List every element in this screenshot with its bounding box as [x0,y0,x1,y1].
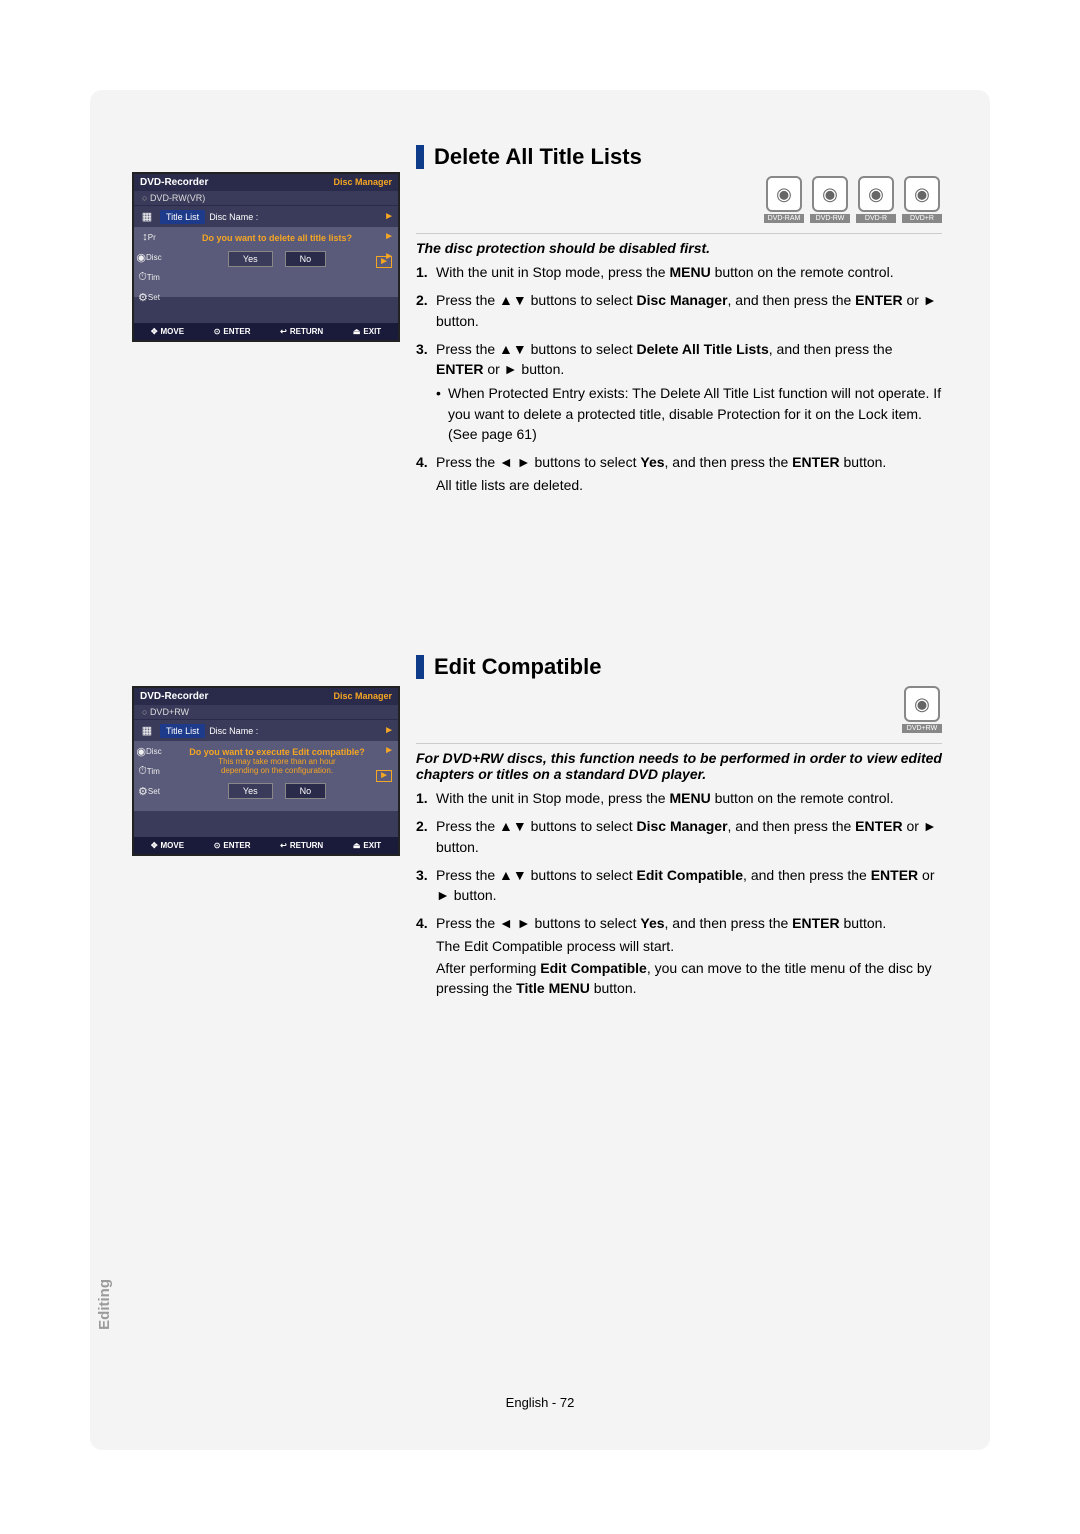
osd-yes-button[interactable]: Yes [228,783,273,799]
disc-icon: DVD-RW [810,176,850,223]
osd-screenshot-2: DVD-Recorder Disc Manager DVD+RW ▦ Title… [132,686,400,856]
footer-enter: ENTER [214,327,251,336]
divider [416,743,942,744]
osd-mode: DVD+RW [134,705,398,719]
osd-panel: DVD-Recorder Disc Manager DVD+RW ▦ Title… [132,686,400,856]
heading-text: Edit Compatible [434,654,601,680]
gear-icon: ⚙Set [136,781,162,801]
footer-move: MOVE [151,841,184,850]
disc-icon: ◉Disc [136,247,162,267]
osd-blank-area [134,811,398,837]
gear-icon: ⚙Set [136,287,162,307]
intro-note: For DVD+RW discs, this function needs to… [416,750,942,782]
heading-accent-bar [416,145,424,169]
steps-list: With the unit in Stop mode, press the ME… [416,788,942,999]
osd-footer: MOVE ENTER RETURN EXIT [134,837,398,854]
step-3-bullet: When Protected Entry exists: The Delete … [436,383,942,444]
osd-dialog-text-3: depending on the configuration. [164,766,390,775]
page-footer: English - 72 [90,1395,990,1410]
chevron-right-icon: ► [384,725,394,736]
osd-side-icons: ↕Pr ◉Disc ⏱Tim ⚙Set [136,227,162,307]
osd-mode: DVD-RW(VR) [134,191,398,205]
osd-header: DVD-Recorder Disc Manager [134,688,398,705]
step-4-result1: The Edit Compatible process will start. [436,936,942,956]
footer-move: MOVE [151,327,184,336]
step-4-result: All title lists are deleted. [436,475,942,495]
osd-title-left: DVD-Recorder [140,177,208,188]
osd-dialog-text-2: This may take more than an hour [164,757,390,766]
osd-dialog: ◉Disc ⏱Tim ⚙Set ► ► Do you want to execu… [134,741,398,811]
step-3: Press the ▲▼ buttons to select Delete Al… [416,339,942,444]
chapter-tab: Editing [96,1279,113,1330]
footer-exit: EXIT [353,841,381,850]
step-2: Press the ▲▼ buttons to select Disc Mana… [416,290,942,331]
osd-title-right: Disc Manager [333,691,392,702]
osd-header: DVD-Recorder Disc Manager [134,174,398,191]
disc-icon: DVD-RAM [764,176,804,223]
osd-button-row: Yes No [164,251,390,267]
heading-text: Delete All Title Lists [434,144,642,170]
footer-return: RETURN [280,327,323,336]
clock-icon: ⏱Tim [136,267,162,287]
osd-screenshot-1: DVD-Recorder Disc Manager DVD-RW(VR) ▦ T… [132,172,400,342]
osd-dialog-text: Do you want to delete all title lists? [164,233,390,243]
disc-icon: DVD+R [902,176,942,223]
step-2: Press the ▲▼ buttons to select Disc Mana… [416,816,942,857]
disc-type-icons: DVD+RW [416,686,942,733]
footer-enter: ENTER [214,841,251,850]
chevron-right-icon: ► [376,770,392,782]
intro-note: The disc protection should be disabled f… [416,240,942,256]
disc-type-icons: DVD-RAM DVD-RW DVD-R DVD+R [416,176,942,223]
osd-row-titlelist: ▦ Title List Disc Name : ► [134,719,398,741]
list-icon: ▦ [134,722,160,740]
osd-dialog-text-1: Do you want to execute Edit compatible? [164,747,390,757]
step-4: Press the ◄ ► buttons to select Yes, and… [416,913,942,998]
chevron-right-icon: ► [376,256,392,268]
steps-list: With the unit in Stop mode, press the ME… [416,262,942,495]
osd-titlelist-label: Title List [160,210,205,224]
arrows-icon: ↕Pr [136,227,162,247]
osd-button-row: Yes No [164,783,390,799]
section-delete-all: Delete All Title Lists DVD-RAM DVD-RW DV… [416,144,942,503]
list-icon: ▦ [134,208,160,226]
section-heading: Delete All Title Lists [416,144,942,170]
osd-title-right: Disc Manager [333,177,392,188]
disc-icon: DVD+RW [902,686,942,733]
step-1: With the unit in Stop mode, press the ME… [416,788,942,808]
osd-footer: MOVE ENTER RETURN EXIT [134,323,398,340]
osd-side-icons: ◉Disc ⏱Tim ⚙Set [136,741,162,801]
osd-blank-area [134,297,398,323]
osd-no-button[interactable]: No [285,783,327,799]
heading-accent-bar [416,655,424,679]
step-1: With the unit in Stop mode, press the ME… [416,262,942,282]
osd-row-titlelist: ▦ Title List Disc Name : ► [134,205,398,227]
disc-icon: DVD-R [856,176,896,223]
osd-no-button[interactable]: No [285,251,327,267]
divider [416,233,942,234]
section-heading: Edit Compatible [416,654,942,680]
osd-yes-button[interactable]: Yes [228,251,273,267]
clock-icon: ⏱Tim [136,761,162,781]
osd-titlelist-label: Title List [160,724,205,738]
osd-panel: DVD-Recorder Disc Manager DVD-RW(VR) ▦ T… [132,172,400,342]
osd-dialog: ↕Pr ◉Disc ⏱Tim ⚙Set ► ► ► Do you want to… [134,227,398,297]
manual-page: Delete All Title Lists DVD-RAM DVD-RW DV… [90,90,990,1450]
step-4: Press the ◄ ► buttons to select Yes, and… [416,452,942,495]
osd-discname-label: Disc Name : [205,726,258,736]
footer-exit: EXIT [353,327,381,336]
section-edit-compatible: Edit Compatible DVD+RW For DVD+RW discs,… [416,654,942,1007]
osd-discname-label: Disc Name : [205,212,258,222]
footer-return: RETURN [280,841,323,850]
step-4-result2: After performing Edit Compatible, you ca… [436,958,942,999]
step-3: Press the ▲▼ buttons to select Edit Comp… [416,865,942,906]
chevron-right-icon: ► [384,211,394,222]
osd-title-left: DVD-Recorder [140,691,208,702]
disc-icon: ◉Disc [136,741,162,761]
